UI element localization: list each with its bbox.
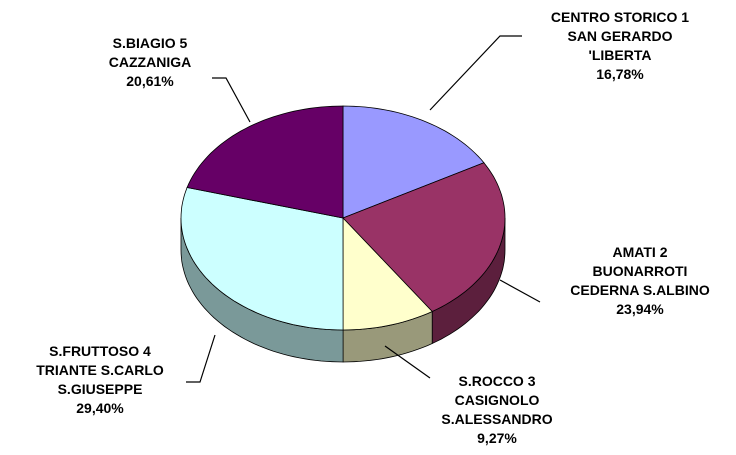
slice: [180, 187, 344, 331]
value-label: 23,94%: [616, 301, 664, 317]
slice: [342, 105, 485, 219]
leader-line: [186, 334, 216, 383]
slice-label-line: S.BIAGIO 5: [113, 35, 188, 51]
slice-label: CENTRO STORICO 1 SAN GERARDO 'LIBERTA: [551, 9, 689, 63]
slice-label-line: CAZZANIGA: [109, 54, 191, 70]
slice: [342, 162, 506, 312]
slice-label-line: AMATI 2: [613, 244, 668, 260]
value-label: 16,78%: [596, 66, 644, 82]
slice-label-line: S.ALESSANDRO: [441, 411, 552, 427]
slice-label-line: CEDERNA S.ALBINO: [570, 282, 710, 298]
value-label: 29,40%: [76, 400, 124, 416]
leader-line: [429, 35, 522, 111]
slice-label-line: SAN GERARDO: [567, 28, 672, 44]
slice: [186, 105, 344, 219]
slice-label: S.BIAGIO 5 CAZZANIGA: [109, 35, 191, 70]
slice-label-line: S.ROCCO 3: [458, 373, 535, 389]
value-label: 20,61%: [126, 73, 174, 89]
slice-label: S.ROCCO 3 CASIGNOLO S.ALESSANDRO: [441, 373, 552, 427]
slice-label-line: 'LIBERTA: [589, 47, 652, 63]
slice-label-line: S.GIUSEPPE: [58, 381, 143, 397]
slice-label: S.FRUTTOSO 4 TRIANTE S.CARLO S.GIUSEPPE: [36, 343, 164, 397]
slice-label-line: BUONARROTI: [593, 263, 688, 279]
slice-label-line: S.FRUTTOSO 4: [49, 343, 151, 359]
slice-label-line: TRIANTE S.CARLO: [36, 362, 164, 378]
leader-line: [384, 345, 431, 379]
leader-line: [499, 279, 541, 303]
slice-label-line: CENTRO STORICO 1: [551, 9, 689, 25]
slice-label-line: CASIGNOLO: [455, 392, 540, 408]
leader-line: [212, 77, 251, 123]
slice: [342, 217, 433, 331]
value-label: 9,27%: [477, 430, 517, 446]
slice-label: AMATI 2 BUONARROTI CEDERNA S.ALBINO: [570, 244, 710, 298]
